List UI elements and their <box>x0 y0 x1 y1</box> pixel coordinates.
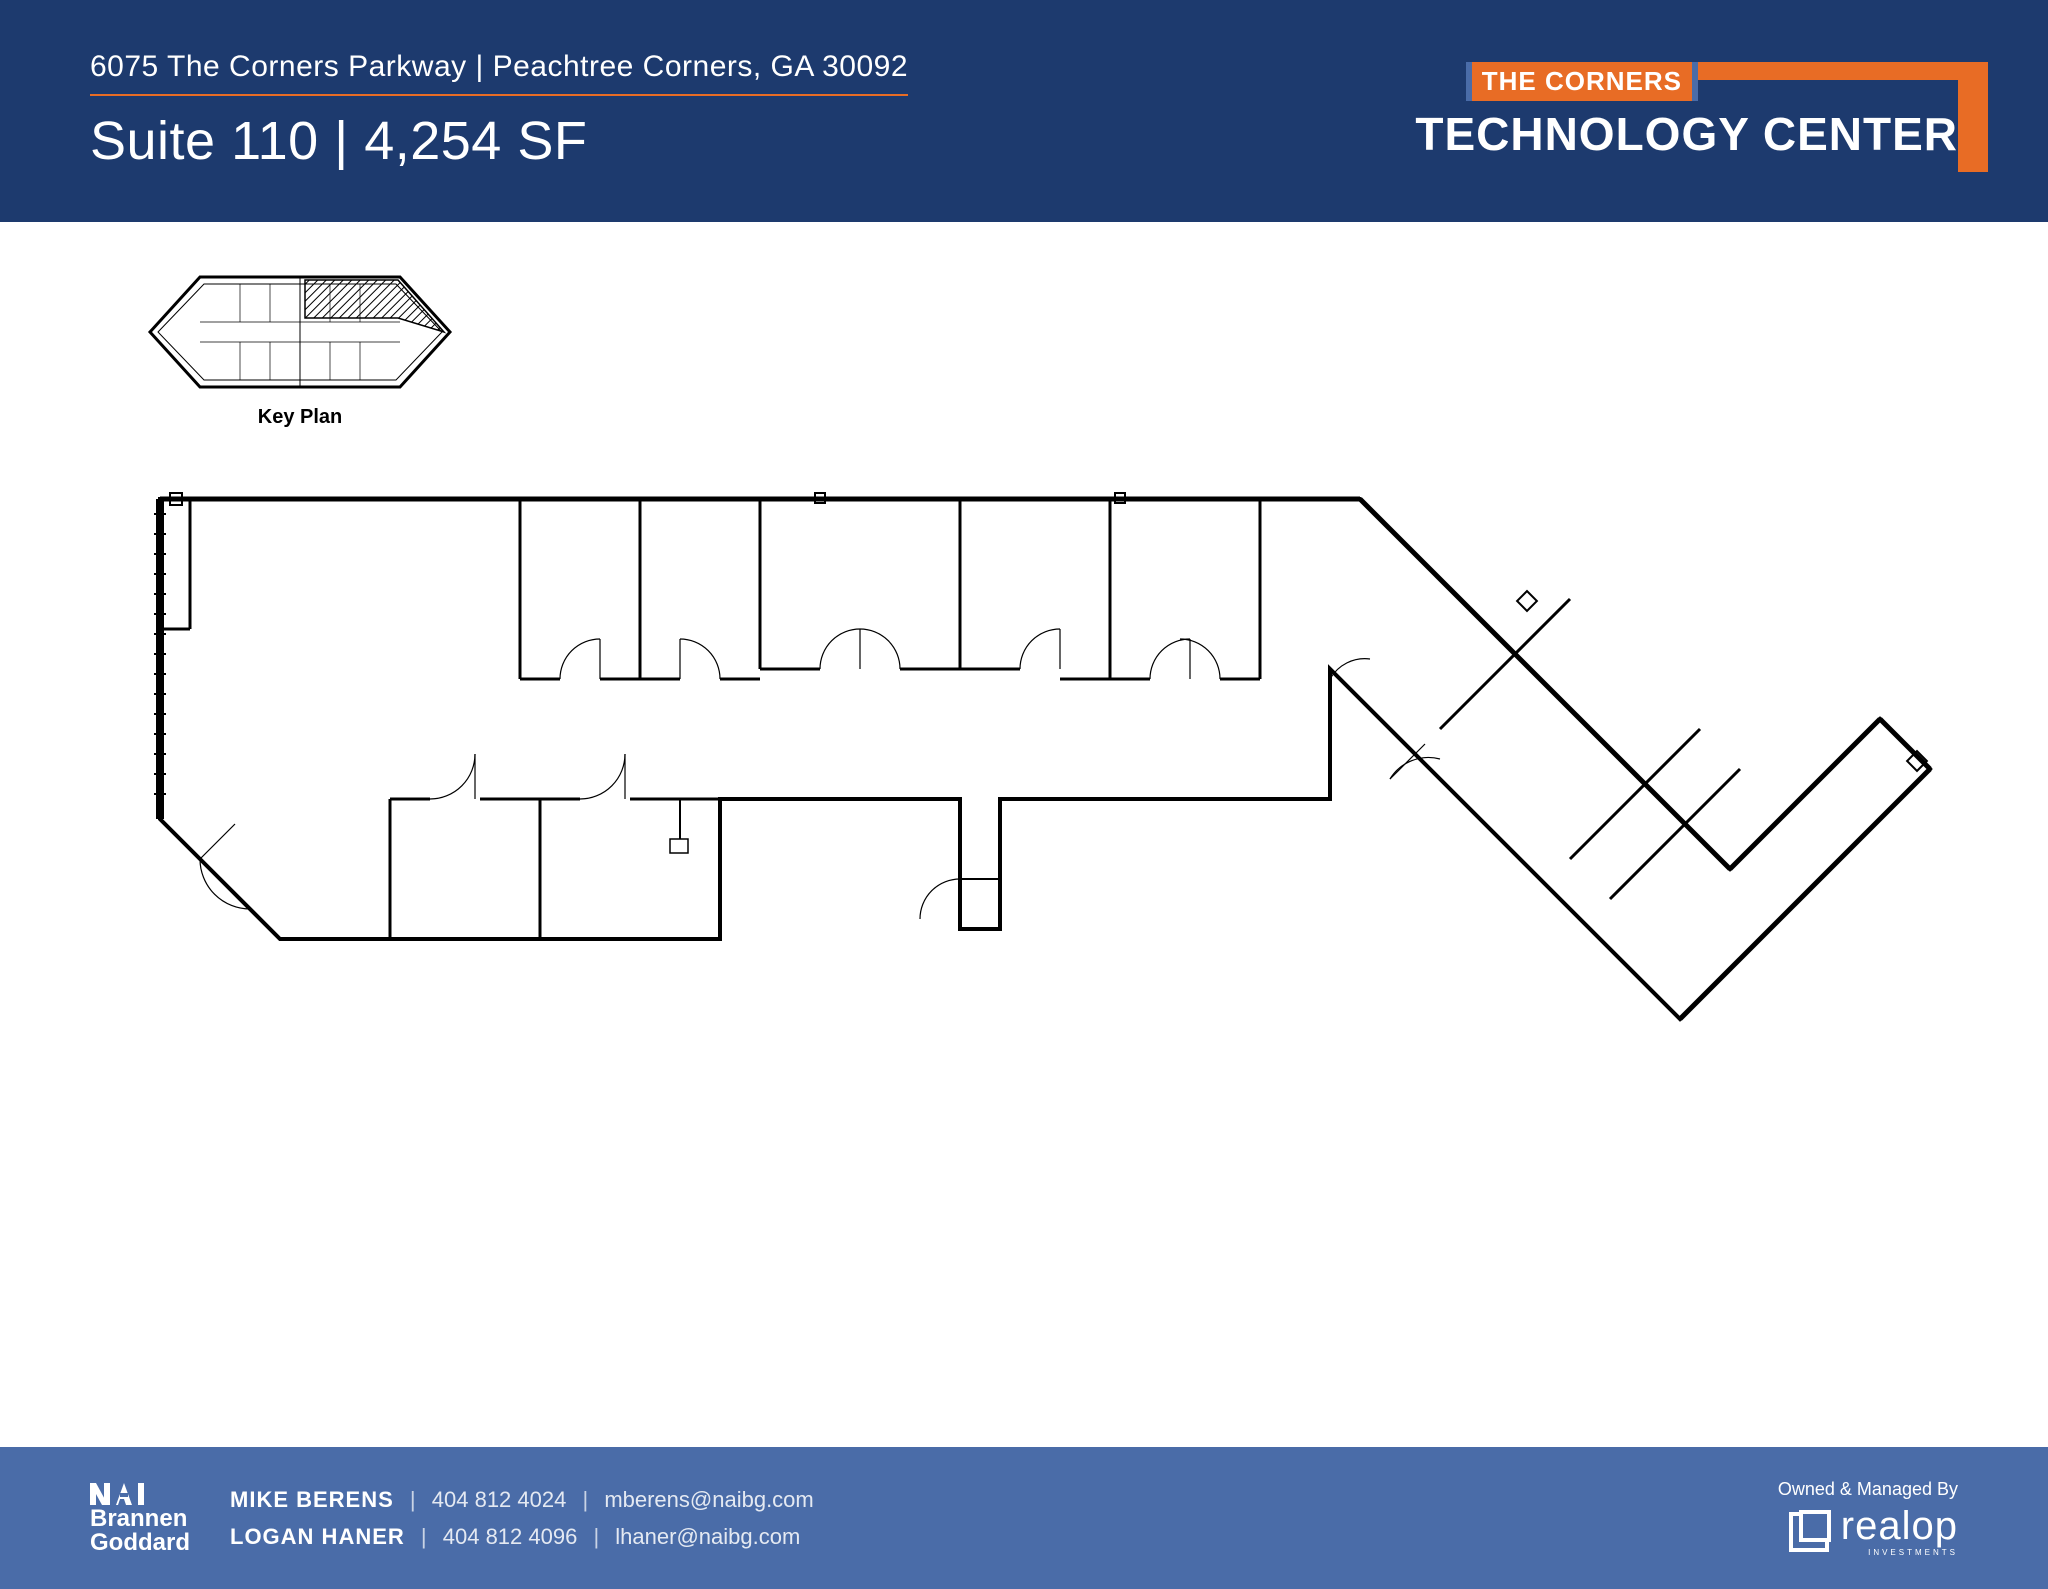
property-logo: THE CORNERS TECHNOLOGY CENTER <box>1415 62 1958 161</box>
broker-logo-line3: Goddard <box>90 1531 190 1555</box>
contact-phone: 404 812 4024 <box>432 1487 567 1512</box>
header-right: THE CORNERS TECHNOLOGY CENTER <box>1415 62 1958 161</box>
footer-left: Brannen Goddard MIKE BERENS | 404 812 40… <box>90 1481 814 1556</box>
property-address: 6075 The Corners Parkway | Peachtree Cor… <box>90 50 908 96</box>
managed-by-label: Owned & Managed By <box>1778 1479 1958 1500</box>
contact-email: mberens@naibg.com <box>604 1487 813 1512</box>
contact-row: MIKE BERENS | 404 812 4024 | mberens@nai… <box>230 1481 814 1518</box>
contact-phone: 404 812 4096 <box>443 1524 578 1549</box>
logo-main-text: TECHNOLOGY CENTER <box>1415 107 1958 161</box>
contact-email: lhaner@naibg.com <box>615 1524 800 1549</box>
owner-logo-subtext: INVESTMENTS <box>1841 1548 1958 1557</box>
logo-accent-vertical <box>1958 62 1988 172</box>
suite-title: Suite 110 | 4,254 SF <box>90 110 908 172</box>
contact-name: LOGAN HANER <box>230 1524 405 1549</box>
contact-row: LOGAN HANER | 404 812 4096 | lhaner@naib… <box>230 1518 814 1555</box>
key-plan: Key Plan <box>140 262 460 429</box>
key-plan-drawing <box>140 262 460 402</box>
contact-list: MIKE BERENS | 404 812 4024 | mberens@nai… <box>230 1481 814 1556</box>
floor-plan-drawing <box>140 479 1940 1039</box>
broker-logo-line2: Brannen <box>90 1507 190 1531</box>
owner-logo-icon <box>1789 1512 1829 1552</box>
logo-accent-horizontal <box>1698 62 1958 80</box>
broker-logo: Brannen Goddard <box>90 1481 190 1555</box>
floor-plan <box>140 479 1940 1039</box>
main-content: Key Plan <box>0 222 2048 1447</box>
owner-logo: realop INVESTMENTS <box>1778 1506 1958 1557</box>
broker-logo-line1 <box>90 1481 190 1507</box>
contact-name: MIKE BERENS <box>230 1487 394 1512</box>
footer-right: Owned & Managed By realop INVESTMENTS <box>1778 1479 1958 1557</box>
key-plan-label: Key Plan <box>140 406 460 429</box>
footer-bar: Brannen Goddard MIKE BERENS | 404 812 40… <box>0 1447 2048 1589</box>
header-bar: 6075 The Corners Parkway | Peachtree Cor… <box>0 0 2048 222</box>
logo-badge: THE CORNERS <box>1466 62 1698 101</box>
header-left: 6075 The Corners Parkway | Peachtree Cor… <box>90 50 908 172</box>
owner-logo-text: realop <box>1841 1506 1958 1546</box>
